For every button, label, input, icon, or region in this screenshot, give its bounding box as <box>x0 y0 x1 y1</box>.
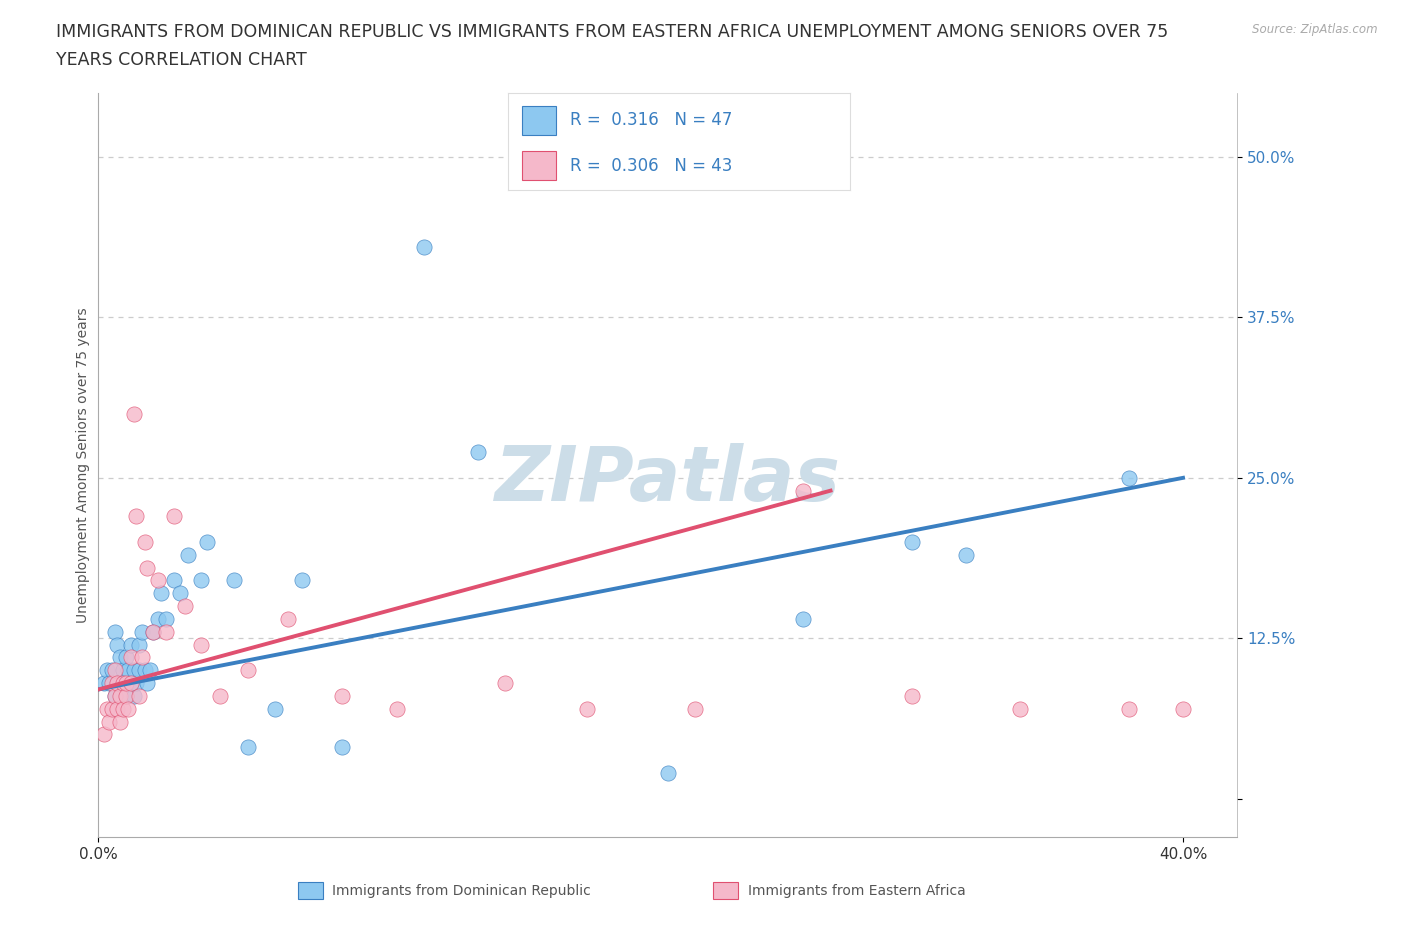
Point <box>134 663 156 678</box>
Text: Source: ZipAtlas.com: Source: ZipAtlas.com <box>1253 23 1378 36</box>
Text: Immigrants from Dominican Republic: Immigrants from Dominican Republic <box>332 884 591 897</box>
Point <box>96 701 118 716</box>
Point <box>101 663 124 678</box>
Point <box>101 675 124 690</box>
Point <box>104 624 127 639</box>
Point <box>195 535 218 550</box>
Point <box>107 675 129 690</box>
Point <box>955 548 977 563</box>
Point <box>332 739 354 754</box>
Point <box>104 688 127 703</box>
Point <box>136 560 159 575</box>
Point <box>222 573 245 588</box>
Point <box>1171 701 1194 716</box>
Point <box>190 573 212 588</box>
Point <box>467 445 489 459</box>
Point <box>209 688 232 703</box>
Point <box>575 701 598 716</box>
Point <box>657 765 679 780</box>
Point <box>131 650 153 665</box>
Point <box>1118 701 1140 716</box>
Point <box>277 612 299 627</box>
Point <box>93 675 115 690</box>
Point <box>111 675 134 690</box>
Point <box>104 663 127 678</box>
Point <box>155 624 177 639</box>
Point <box>131 624 153 639</box>
Point <box>125 509 148 524</box>
Point <box>122 688 145 703</box>
Point <box>111 701 134 716</box>
Bar <box>298 883 323 898</box>
Point <box>111 675 134 690</box>
Point <box>120 675 142 690</box>
Text: IMMIGRANTS FROM DOMINICAN REPUBLIC VS IMMIGRANTS FROM EASTERN AFRICA UNEMPLOYMEN: IMMIGRANTS FROM DOMINICAN REPUBLIC VS IM… <box>56 23 1168 41</box>
Point <box>1118 471 1140 485</box>
Point <box>146 573 169 588</box>
Point <box>107 701 129 716</box>
Point <box>117 663 139 678</box>
Point <box>177 548 200 563</box>
Point <box>114 688 136 703</box>
Point <box>122 406 145 421</box>
Point <box>122 663 145 678</box>
Bar <box>713 883 738 898</box>
Point <box>128 663 150 678</box>
Point <box>332 688 354 703</box>
Point <box>96 663 118 678</box>
Point <box>114 675 136 690</box>
Point <box>149 586 172 601</box>
Point <box>136 675 159 690</box>
Point <box>412 240 434 255</box>
Point <box>128 637 150 652</box>
Text: YEARS CORRELATION CHART: YEARS CORRELATION CHART <box>56 51 307 69</box>
Point <box>93 727 115 742</box>
Point <box>108 675 131 690</box>
Point <box>108 650 131 665</box>
Point <box>120 675 142 690</box>
Point <box>108 688 131 703</box>
Point <box>155 612 177 627</box>
Point <box>142 624 165 639</box>
Point <box>291 573 314 588</box>
Point <box>683 701 706 716</box>
Text: Immigrants from Eastern Africa: Immigrants from Eastern Africa <box>748 884 966 897</box>
Point <box>190 637 212 652</box>
Point <box>1010 701 1032 716</box>
Point <box>108 714 131 729</box>
Point <box>236 739 259 754</box>
Point <box>792 484 814 498</box>
Point <box>169 586 191 601</box>
Point <box>263 701 285 716</box>
Point <box>101 701 124 716</box>
Point <box>792 612 814 627</box>
Point <box>120 650 142 665</box>
Point <box>107 675 129 690</box>
Point <box>146 612 169 627</box>
Point <box>139 663 162 678</box>
Point <box>98 675 121 690</box>
Point <box>142 624 165 639</box>
Point <box>117 701 139 716</box>
Point <box>134 535 156 550</box>
Point <box>98 714 121 729</box>
Point <box>107 637 129 652</box>
Point <box>114 650 136 665</box>
Point <box>111 663 134 678</box>
Point <box>385 701 408 716</box>
Point <box>174 599 197 614</box>
Text: ZIPatlas: ZIPatlas <box>495 443 841 517</box>
Point <box>125 675 148 690</box>
Point <box>104 688 127 703</box>
Point <box>236 663 259 678</box>
Point <box>163 509 186 524</box>
Point <box>901 688 924 703</box>
Point <box>114 688 136 703</box>
Point <box>128 688 150 703</box>
Point <box>120 637 142 652</box>
Point <box>494 675 516 690</box>
Point <box>901 535 924 550</box>
Point <box>163 573 186 588</box>
Y-axis label: Unemployment Among Seniors over 75 years: Unemployment Among Seniors over 75 years <box>76 307 90 623</box>
